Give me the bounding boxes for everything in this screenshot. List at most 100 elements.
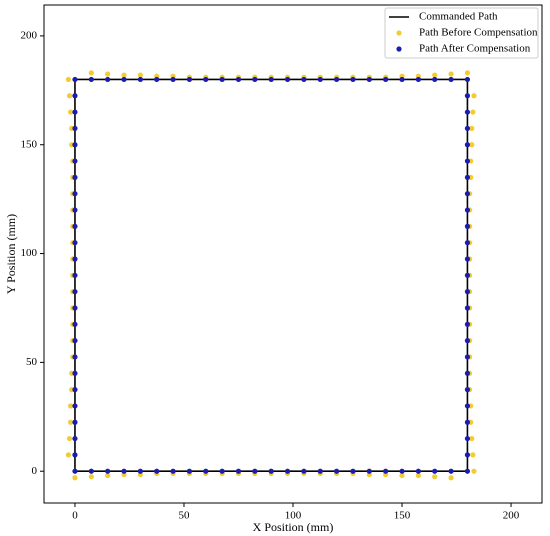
scatter-point: [203, 76, 209, 83]
scatter-point: [464, 174, 471, 180]
scatter-point: [432, 76, 438, 83]
scatter-point: [121, 468, 127, 474]
scatter-point: [301, 76, 307, 83]
scatter-point: [72, 387, 78, 393]
y-axis-label: Y Position (mm): [4, 214, 18, 294]
x-axis-label: X Position (mm): [253, 520, 334, 534]
scatter-point: [317, 468, 323, 474]
scatter-point: [72, 289, 78, 295]
y-tick-label: 150: [21, 138, 38, 150]
scatter-point: [72, 109, 78, 115]
scatter-point: [186, 468, 193, 474]
scatter-point: [464, 76, 471, 83]
scatter-point: [72, 468, 78, 474]
scatter-point: [137, 468, 143, 474]
scatter-point: [68, 109, 74, 115]
scatter-point: [154, 468, 160, 474]
legend-label: Path After Compensation: [419, 43, 531, 55]
scatter-point: [464, 305, 471, 311]
scatter-point: [72, 321, 78, 327]
scatter-point: [72, 338, 78, 344]
scatter-point: [121, 72, 127, 78]
scatter-point: [72, 223, 78, 229]
legend-label: Path Before Compensation: [419, 27, 538, 39]
scatter-point: [72, 370, 78, 376]
scatter-point: [350, 76, 356, 83]
y-tick-label: 200: [21, 29, 38, 41]
scatter-point: [72, 207, 78, 213]
scatter-point: [464, 338, 471, 344]
legend-label: Commanded Path: [419, 11, 498, 23]
scatter-point: [235, 76, 242, 83]
legend-marker: [396, 30, 402, 36]
scatter-point: [65, 76, 72, 83]
scatter-point: [464, 223, 471, 229]
x-tick-label: 150: [394, 510, 411, 522]
scatter-point: [464, 142, 471, 148]
scatter-point: [469, 142, 475, 148]
scatter-point: [464, 191, 471, 197]
scatter-point: [464, 289, 471, 295]
scatter-point: [268, 76, 274, 83]
x-tick-label: 100: [285, 510, 302, 522]
scatter-point: [121, 76, 127, 83]
scatter-point: [72, 256, 78, 262]
scatter-point: [72, 125, 78, 132]
scatter-point: [88, 468, 94, 474]
scatter-point: [72, 435, 78, 442]
scatter-point: [448, 76, 454, 83]
scatter-point: [464, 468, 471, 474]
scatter-point: [235, 468, 242, 474]
scatter-point: [72, 240, 78, 246]
scatter-point: [464, 272, 471, 278]
scatter-point: [334, 76, 340, 83]
scatter-point: [415, 472, 421, 479]
scatter-point: [470, 109, 476, 115]
scatter-point: [72, 419, 78, 425]
scatter-point: [464, 370, 471, 376]
scatter-point: [415, 468, 421, 474]
y-tick-label: 50: [26, 356, 38, 368]
scatter-point: [154, 76, 160, 83]
scatter-point: [170, 468, 176, 474]
y-tick-label: 100: [21, 247, 38, 259]
scatter-point: [464, 403, 471, 409]
scatter-point: [72, 174, 78, 180]
scatter-point: [399, 76, 405, 83]
scatter-point: [88, 70, 94, 76]
scatter-point: [464, 207, 471, 213]
legend-marker: [396, 46, 402, 52]
scatter-point: [448, 468, 454, 474]
scatter-point: [137, 76, 143, 83]
scatter-point: [137, 72, 143, 78]
scatter-point: [464, 419, 471, 425]
scatter-point: [464, 125, 471, 132]
scatter-point: [383, 468, 389, 474]
scatter-point: [415, 76, 421, 83]
scatter-point: [252, 76, 258, 83]
scatter-point: [72, 76, 78, 83]
scatter-point: [219, 468, 225, 474]
scatter-point: [464, 256, 471, 262]
scatter-point: [72, 403, 78, 409]
scatter-point: [366, 76, 372, 83]
x-tick-label: 50: [178, 510, 190, 522]
scatter-point: [72, 158, 78, 164]
scatter-point: [432, 72, 438, 78]
scatter-point: [72, 475, 78, 481]
scatter-point: [464, 387, 471, 393]
scatter-point: [72, 305, 78, 311]
scatter-point: [219, 76, 225, 83]
scatter-point: [470, 452, 476, 458]
scatter-point: [88, 76, 94, 83]
scatter-point: [186, 76, 193, 83]
scatter-point: [203, 468, 209, 474]
legend-box: [384, 7, 539, 59]
scatter-point: [432, 474, 438, 480]
scatter-point: [68, 403, 74, 409]
scatter-point: [448, 71, 454, 77]
scatter-point: [252, 468, 258, 474]
scatter-point: [469, 125, 475, 132]
scatter-point: [170, 76, 176, 83]
